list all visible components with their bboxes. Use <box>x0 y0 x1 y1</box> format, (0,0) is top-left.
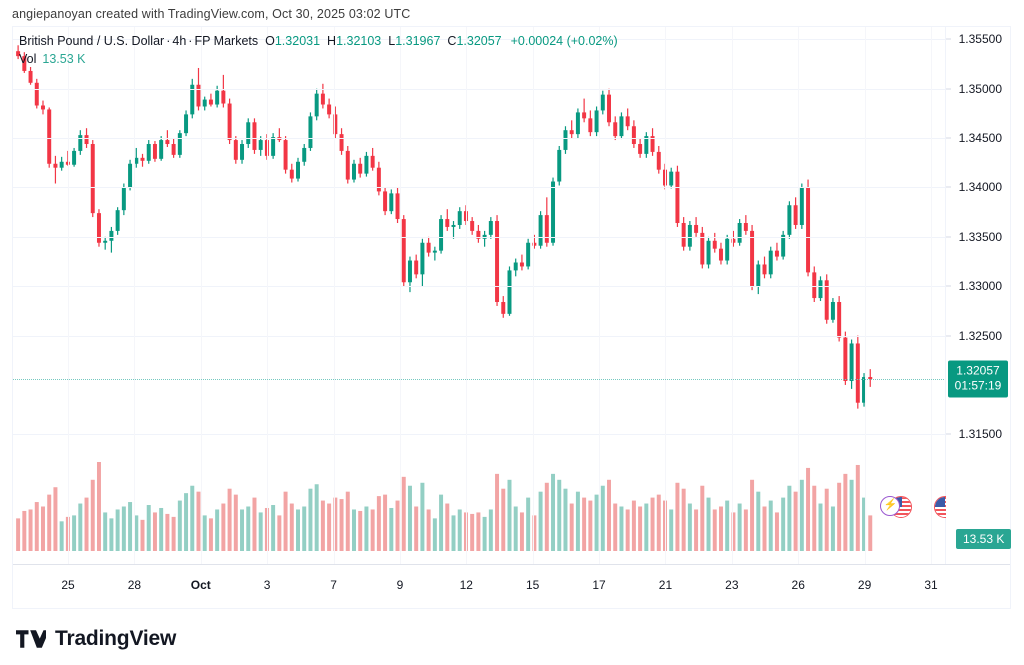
price-axis-tick <box>946 335 951 337</box>
attribution-text: angiepanoyan created with TradingView.co… <box>12 7 411 21</box>
horizontal-gridline <box>13 138 946 140</box>
time-axis-label: 17 <box>592 578 606 592</box>
price-axis-label: 1.31500 <box>958 427 1002 442</box>
horizontal-gridline <box>13 39 946 41</box>
vertical-gridline <box>333 27 335 564</box>
price-axis-tick <box>946 433 951 435</box>
candlestick-series <box>16 45 873 551</box>
vertical-gridline <box>931 27 932 564</box>
time-axis-label: 26 <box>791 578 805 592</box>
time-axis-label: 3 <box>263 578 271 592</box>
current-price-line <box>13 379 946 381</box>
time-axis-label: 31 <box>924 578 938 592</box>
economic-event-marker[interactable] <box>933 496 946 518</box>
time-axis-label: 25 <box>61 578 75 592</box>
price-axis-label: 1.34000 <box>958 180 1002 195</box>
time-axis-label: 12 <box>459 578 473 592</box>
horizontal-gridline <box>13 88 946 90</box>
time-axis-label: 28 <box>127 578 142 592</box>
horizontal-gridline <box>13 434 946 436</box>
vertical-gridline <box>267 27 269 564</box>
time-axis-label: 21 <box>658 578 673 592</box>
time-axis[interactable]: 25 28 Oct 3 7 9 12 15 17 21 23 26 29 31 <box>13 564 1010 608</box>
price-axis-label: 1.34500 <box>958 131 1002 146</box>
time-axis-label: 29 <box>857 578 872 592</box>
economic-event-marker[interactable]: ⚡ <box>880 496 913 518</box>
time-axis-label: 9 <box>396 578 404 592</box>
vertical-gridline <box>134 27 136 564</box>
price-axis-label: 1.35000 <box>958 81 1002 96</box>
price-axis-tick <box>946 88 951 90</box>
horizontal-gridline <box>13 236 946 238</box>
current-price-badge: 1.32057 01:57:19 <box>948 360 1008 398</box>
time-axis-label: 7 <box>330 578 337 592</box>
price-axis[interactable]: 1.35500 1.35000 1.34500 1.34000 1.33500 1.330… <box>945 27 1012 564</box>
time-axis-label: 23 <box>725 578 739 592</box>
flag-canton <box>934 497 946 508</box>
horizontal-gridline <box>13 335 946 337</box>
volume-badge: 13.53 K <box>956 529 1012 549</box>
price-axis-label: 1.35500 <box>958 32 1002 47</box>
us-flag-icon <box>933 496 946 518</box>
price-axis-tick <box>946 186 951 188</box>
bar-countdown: 01:57:19 <box>954 378 1002 393</box>
vertical-gridline <box>68 27 69 564</box>
time-axis-label: 15 <box>526 578 540 592</box>
time-axis-label: Oct <box>190 578 211 592</box>
chart-panel: ⚡ 1.35500 1.35000 1.34500 1.34000 1.33500 1.3… <box>12 26 1012 609</box>
alert-bolt-icon[interactable]: ⚡ <box>880 496 901 516</box>
tradingview-logo-icon <box>16 630 46 648</box>
vertical-gridline <box>798 27 800 564</box>
price-axis-tick <box>946 236 951 238</box>
price-axis-label: 1.33000 <box>958 279 1002 294</box>
vertical-gridline <box>532 27 534 564</box>
vertical-gridline <box>864 27 866 564</box>
price-axis-label: 1.32500 <box>958 328 1002 343</box>
price-axis-tick <box>946 285 951 287</box>
current-price-value: 1.32057 <box>956 363 1000 378</box>
vertical-gridline <box>200 27 202 564</box>
price-axis-tick <box>946 38 951 40</box>
horizontal-gridline <box>13 187 946 189</box>
price-axis-label: 1.33500 <box>958 229 1002 244</box>
vertical-gridline <box>399 27 401 564</box>
vertical-gridline <box>731 27 733 564</box>
vertical-gridline <box>665 27 667 564</box>
tradingview-wordmark: TradingView <box>55 627 177 650</box>
tradingview-branding: TradingView <box>16 627 176 651</box>
vertical-gridline <box>466 27 468 564</box>
horizontal-gridline <box>13 286 946 288</box>
price-axis-tick <box>946 137 951 139</box>
plot-area[interactable]: ⚡ <box>13 27 946 564</box>
vertical-gridline <box>599 27 601 564</box>
